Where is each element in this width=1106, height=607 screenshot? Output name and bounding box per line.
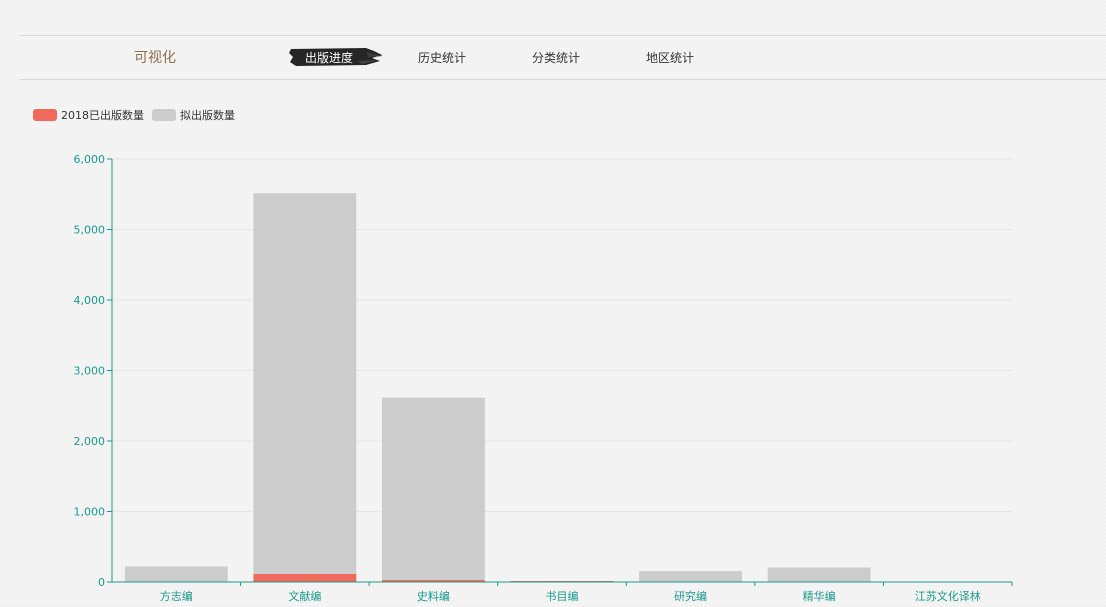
- legend-swatch-published: [33, 109, 57, 121]
- x-tick-label: 研究编: [674, 589, 707, 603]
- x-tick-label: 书目编: [546, 589, 579, 603]
- legend-label-planned: 拟出版数量: [180, 109, 235, 122]
- x-tick-label: 精华编: [803, 589, 836, 603]
- x-tick-label: 江苏文化译林: [915, 589, 981, 603]
- tab-category-stats[interactable]: 分类统计: [532, 51, 581, 65]
- bar-planned: [639, 571, 742, 582]
- bar-published: [382, 579, 485, 582]
- top-nav: 可视化 出版进度 历史统计 分类统计 地区统计: [20, 35, 1106, 80]
- legend-item-planned[interactable]: 拟出版数量: [152, 107, 235, 123]
- x-tick-label: 文献编: [288, 589, 321, 603]
- legend-label-published: 2018已出版数量: [61, 109, 144, 122]
- y-tick-label: 1,000: [74, 506, 106, 519]
- legend-item-published[interactable]: 2018已出版数量: [33, 107, 144, 123]
- bar-planned: [382, 397, 485, 580]
- y-tick-label: 3,000: [74, 365, 106, 378]
- tab-publish-progress[interactable]: 出版进度: [305, 51, 354, 65]
- bar-published: [253, 573, 357, 582]
- tab-history-stats[interactable]: 历史统计: [418, 51, 467, 65]
- x-tick-label: 方志编: [160, 589, 193, 603]
- legend-swatch-planned: [152, 109, 176, 121]
- bar-planned: [767, 567, 871, 582]
- active-tab-brush-highlight: [289, 48, 383, 66]
- bar-planned: [253, 193, 357, 574]
- tab-region-stats[interactable]: 地区统计: [646, 51, 695, 65]
- y-tick-label: 5,000: [74, 224, 106, 237]
- bar-planned: [124, 566, 228, 582]
- y-tick-label: 0: [98, 576, 105, 589]
- y-tick-label: 4,000: [74, 294, 106, 307]
- y-tick-label: 6,000: [74, 153, 106, 166]
- y-tick-label: 2,000: [74, 435, 106, 448]
- brand-title: 可视化: [134, 50, 176, 66]
- x-tick-label: 史料编: [417, 589, 450, 603]
- chart-legend: 2018已出版数量 拟出版数量: [33, 107, 243, 123]
